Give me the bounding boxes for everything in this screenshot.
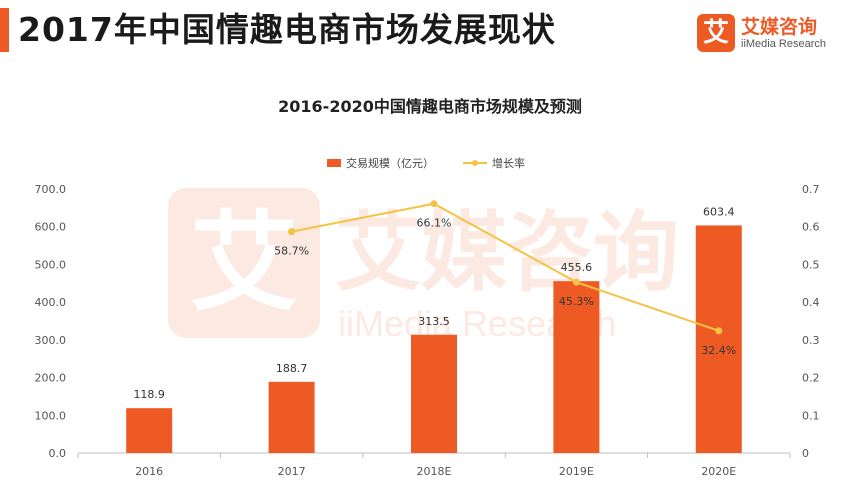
watermark-mark-text: 艾: [190, 201, 298, 326]
bar-value-label: 603.4: [703, 205, 735, 218]
bar: [411, 334, 457, 453]
growth-value-label: 32.4%: [701, 344, 736, 357]
watermark-mark: [168, 188, 320, 338]
growth-series: 58.7% 66.1% 45.3% 32.4%: [274, 200, 736, 357]
y-tick-label: 0.0: [49, 447, 67, 460]
growth-point: [430, 200, 438, 208]
y2-tick-label: 0: [802, 447, 809, 460]
x-tick-label: 2020E: [701, 465, 736, 478]
bar-value-label: 118.9: [133, 388, 165, 401]
legend-bar-swatch: [327, 159, 341, 167]
bar: [553, 281, 600, 453]
chart-title: 2016-2020中国情趣电商市场规模及预测: [278, 97, 582, 116]
y-tick-label: 400.0: [35, 296, 67, 309]
growth-point: [288, 228, 296, 236]
growth-value-label: 66.1%: [417, 217, 452, 230]
brand-logo: 艾 艾媒咨询 iiMedia Research: [697, 12, 847, 56]
bar: [695, 225, 742, 453]
brand-mark-icon: 艾: [697, 14, 735, 52]
y2-tick-label: 0.2: [802, 372, 820, 385]
bar-series: 118.9 188.7 313.5 455.6 603.4: [126, 205, 742, 453]
legend-bar-label: 交易规模（亿元）: [346, 156, 434, 170]
growth-line: [291, 202, 720, 332]
y2-tick-label: 0.4: [802, 296, 820, 309]
y2-tick-label: 0.5: [802, 258, 820, 271]
y-tick-label: 600.0: [35, 221, 67, 234]
bar-value-label: 313.5: [418, 315, 450, 328]
y2-tick-label: 0.1: [802, 409, 820, 422]
growth-point: [572, 278, 580, 286]
bar: [268, 381, 315, 453]
bar-value-label: 188.7: [276, 362, 308, 375]
legend: 交易规模（亿元） 增长率: [327, 156, 525, 170]
legend-line-label: 增长率: [492, 156, 525, 170]
growth-point: [715, 327, 723, 335]
y-tick-label: 100.0: [35, 409, 67, 422]
y2-tick-label: 0.3: [802, 334, 820, 347]
y-tick-label: 500.0: [35, 258, 67, 271]
y2-tick-label: 0.6: [802, 221, 820, 234]
growth-value-label: 45.3%: [559, 295, 594, 308]
x-tick-label: 2018E: [417, 465, 452, 478]
bar-value-label: 455.6: [561, 261, 593, 274]
y-tick-label: 200.0: [35, 372, 67, 385]
x-tick-label: 2019E: [559, 465, 594, 478]
y2-tick-label: 0.7: [802, 183, 820, 196]
y-tick-label: 700.0: [35, 183, 67, 196]
page-title: 2017年中国情趣电商市场发展现状: [18, 10, 556, 49]
x-tick-label: 2017: [278, 465, 306, 478]
bar: [126, 408, 173, 453]
y-tick-label: 300.0: [35, 334, 67, 347]
brand-name: 艾媒咨询: [741, 16, 818, 38]
x-tick-label: 2016: [135, 465, 163, 478]
legend-line-marker: [472, 160, 478, 166]
watermark-name: 艾媒咨询: [335, 203, 679, 303]
title-accent-bar: [0, 8, 9, 52]
brand-name-en: iiMedia Research: [741, 38, 826, 50]
growth-value-label: 58.7%: [274, 245, 309, 258]
